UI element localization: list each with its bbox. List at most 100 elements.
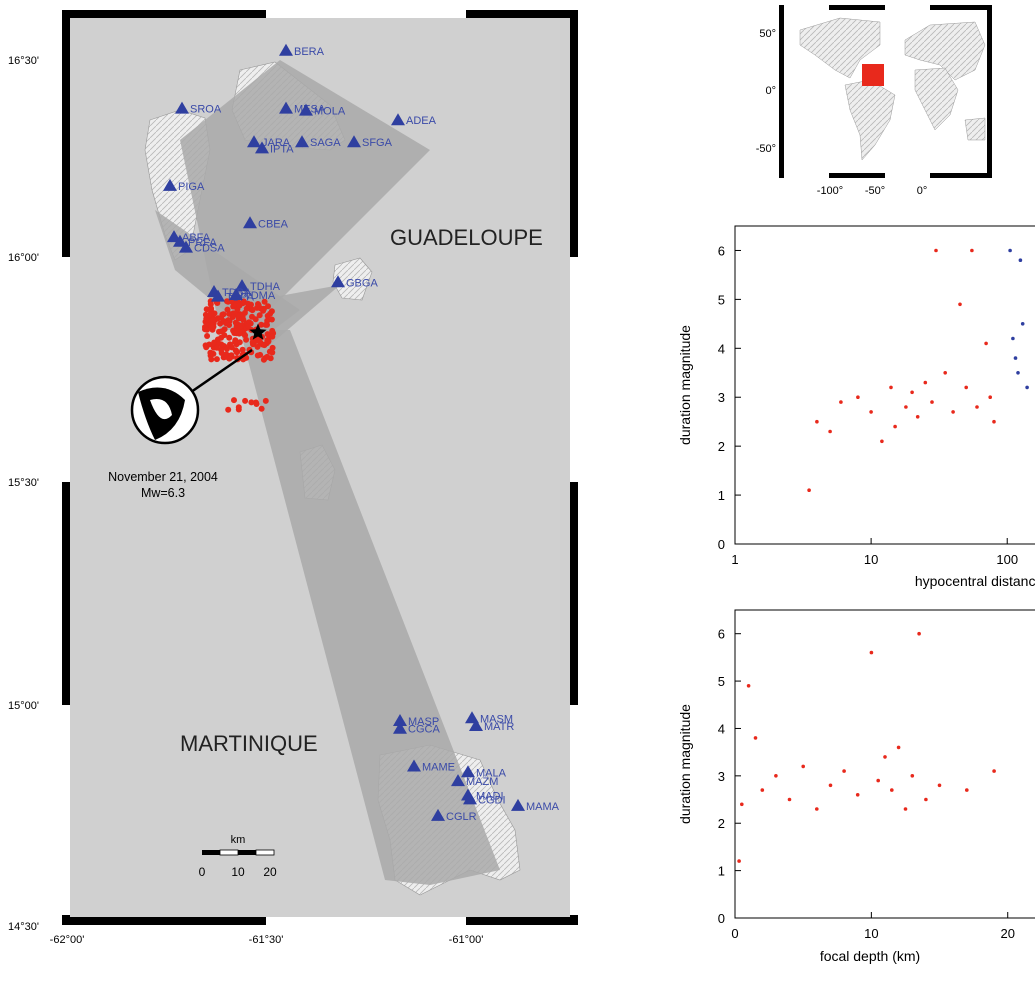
event-dot [265,338,272,345]
data-point [923,380,928,385]
event-dot [245,322,252,329]
scale-bar-unit: km [231,834,246,846]
lon-label: -61°30' [249,934,284,946]
inset-lat-label: 0° [765,85,776,97]
data-point [917,631,921,636]
chart2-marks [737,631,996,863]
data-point [915,415,920,419]
plot-frame [734,609,1035,919]
station-label: MAZM [466,776,498,788]
station-triangle-icon [247,135,261,148]
station-triangle-icon [331,275,345,288]
station-triangle-icon [279,101,293,114]
lat-label: 15°00' [8,700,39,712]
frame-segment [570,705,578,915]
event-dot [213,356,220,363]
data-point [930,400,934,404]
data-point [937,783,942,788]
y-tick-label: 0 [718,537,725,552]
data-point [943,371,947,375]
event-dot [268,316,275,323]
data-point [740,802,744,807]
event-dot [260,307,267,314]
event-dot [242,397,249,404]
frame-segment [62,705,70,915]
data-point [787,797,792,802]
station-triangle-icon [175,101,189,114]
y-tick-label: 0 [718,911,725,926]
event-dot [210,350,217,357]
station-label: MASM [480,713,513,725]
event-dot [225,406,232,413]
scale-tick-20: 20 [263,865,277,879]
data-point [880,439,884,444]
station-triangle-icon [235,279,249,292]
event-dot [211,339,218,346]
data-point [828,429,832,434]
data-point [992,769,996,773]
station-triangle-icon [407,759,421,772]
event-dot [258,321,265,328]
station-label: PRFA [188,237,217,249]
inset-lat-label: 50° [759,28,776,40]
data-point [876,778,880,783]
lat-label: 14°30' [8,921,39,933]
epicenter-star-icon [249,323,267,340]
data-point [1013,356,1018,360]
y-tick-label: 1 [718,488,725,503]
inset-lon-label: 0° [917,185,928,197]
event-dot [236,302,243,309]
y-tick-label: 2 [718,816,725,831]
y-tick-label: 5 [718,292,725,307]
data-point [890,788,894,792]
event-dot [262,321,269,328]
station-label: CDSA [194,243,225,255]
data-point [910,774,915,778]
ray-paths [155,60,500,885]
data-point [910,390,914,395]
event-dot [254,352,261,359]
event-dot [269,344,276,351]
inset-lon-label: -100° [817,185,843,197]
event-dot [260,356,267,363]
event-dot [245,300,252,307]
data-point [1025,385,1029,390]
inset-lat-label: -50° [756,143,776,155]
data-point [951,410,955,414]
data-point [988,395,992,400]
data-point [992,419,996,424]
event-dot [203,344,210,351]
data-point [839,400,843,404]
event-dot [265,303,271,310]
lat-label: 16°00' [8,252,39,264]
station-triangle-icon [255,141,269,154]
focal-mechanism-beachball-icon [130,375,200,445]
frame-segment [62,257,70,482]
chart-magnitude-vs-depth: 0 1 2 3 4 5 6 0 10 20 focal depth (km) duration m… [677,609,1035,964]
data-point [904,405,908,409]
event-dot [207,301,214,308]
station-triangle-icon [391,113,405,126]
data-point [869,410,873,414]
frame-segment [885,5,930,10]
station-label: MAME [422,762,455,774]
data-point [842,769,846,773]
event-dot [204,326,210,333]
data-point [737,859,741,863]
event-dot [213,344,220,351]
frame-segment [784,173,829,178]
station-label: TDMA [244,290,276,302]
x-axis-label: focal depth (km) [820,948,920,964]
data-point [828,783,833,788]
event-dot [209,316,216,323]
station-label: JARA [262,137,291,149]
station-label: CGCA [408,724,440,736]
event-dot [208,323,215,330]
data-point [1020,322,1025,326]
event-dot [252,316,259,323]
station-label: MASP [408,716,439,728]
data-point [958,302,962,307]
lat-label: 15°30' [8,477,39,489]
